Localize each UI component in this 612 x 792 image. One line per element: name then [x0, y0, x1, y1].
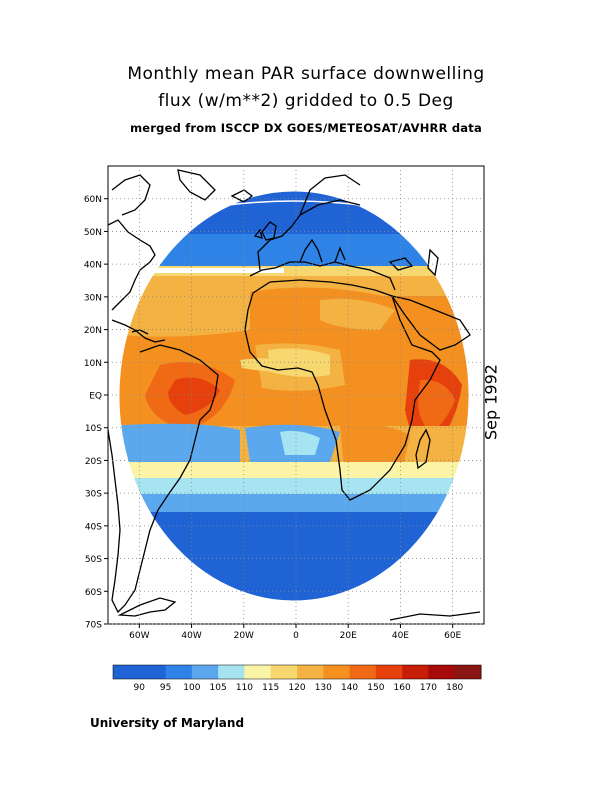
- map-title-line2: flux (w/m**2) gridded to 0.5 Deg: [158, 91, 454, 111]
- latitude-label: 10S: [85, 424, 102, 434]
- colorbar-swatch: [454, 665, 482, 679]
- colorbar-swatch: [191, 665, 219, 679]
- latitude-label: 70S: [85, 621, 102, 631]
- latitude-label: EQ: [89, 392, 102, 402]
- latitude-label: 30S: [85, 490, 102, 500]
- map-title-line1: Monthly mean PAR surface downwelling: [127, 64, 485, 84]
- colorbar-label: 90: [134, 683, 146, 693]
- colorbar-label: 170: [420, 683, 437, 693]
- latitude-label: 50S: [85, 555, 102, 565]
- colorbar-swatch: [244, 665, 272, 679]
- map-subtitle: merged from ISCCP DX GOES/METEOSAT/AVHRR…: [130, 121, 482, 135]
- colorbar-swatch: [323, 665, 351, 679]
- colorbar-swatch: [270, 665, 298, 679]
- colorbar-swatch: [375, 665, 403, 679]
- longitude-label: 20W: [234, 631, 254, 641]
- latitude-label: 60S: [85, 588, 102, 598]
- latitude-label: 50N: [84, 228, 102, 238]
- latitude-label: 30N: [84, 293, 102, 303]
- colorbar-label: 105: [210, 683, 227, 693]
- longitude-label: 40E: [392, 631, 409, 641]
- colorbar-label: 95: [160, 683, 171, 693]
- footer-credit: University of Maryland: [90, 716, 245, 730]
- colorbar-swatch: [165, 665, 193, 679]
- colorbar-label: 150: [367, 683, 384, 693]
- colorbar-label: 140: [341, 683, 358, 693]
- longitude-label: 60E: [444, 631, 461, 641]
- latitude-labels: 60N 50N 40N 30N 20N 10N EQ 10S 20S 30S 40S 50S 60S 70…: [84, 195, 102, 630]
- colorbar-label: 100: [183, 683, 200, 693]
- colorbar-frame: [112, 664, 482, 680]
- latitude-label: 20S: [85, 457, 102, 467]
- latitude-label: 20N: [84, 326, 102, 336]
- colorbar-label: 180: [446, 683, 463, 693]
- colorbar-swatch: [139, 665, 167, 679]
- longitude-label: 60W: [129, 631, 149, 641]
- scan-edge-lines: [116, 188, 472, 605]
- colorbar-swatch: [349, 665, 377, 679]
- latitude-label: 40N: [84, 261, 102, 271]
- colorbar-swatch: [402, 665, 429, 679]
- longitude-label: 0: [293, 631, 299, 641]
- longitude-label: 20E: [340, 631, 357, 641]
- coastlines: [108, 169, 481, 621]
- latitude-label: 60N: [84, 195, 102, 205]
- longitude-label: 40W: [181, 631, 201, 641]
- longitude-labels: 60W 40W 20W 0 20E 40E 60E: [129, 631, 461, 641]
- latitude-label: 40S: [85, 522, 102, 532]
- colorbar-label: 130: [315, 683, 332, 693]
- colorbar: 90 95 100 105 110 115 120 130 140 150 160 170 180: [112, 664, 482, 693]
- colorbar-label: 120: [288, 683, 305, 693]
- colorbar-label: 115: [262, 683, 279, 693]
- colorbar-label: 160: [394, 683, 411, 693]
- colorbar-swatch: [428, 665, 456, 679]
- gridlines: [104, 166, 484, 628]
- colorbar-swatch: [297, 665, 324, 679]
- colorbar-swatch: [113, 665, 140, 679]
- map-figure: 60N 50N 40N 30N 20N 10N EQ 10S 20S 30S 40S 50S 60S 70…: [84, 165, 485, 693]
- colorbar-label: 110: [236, 683, 253, 693]
- colorbar-swatch: [218, 665, 245, 679]
- latitude-label: 10N: [84, 359, 102, 369]
